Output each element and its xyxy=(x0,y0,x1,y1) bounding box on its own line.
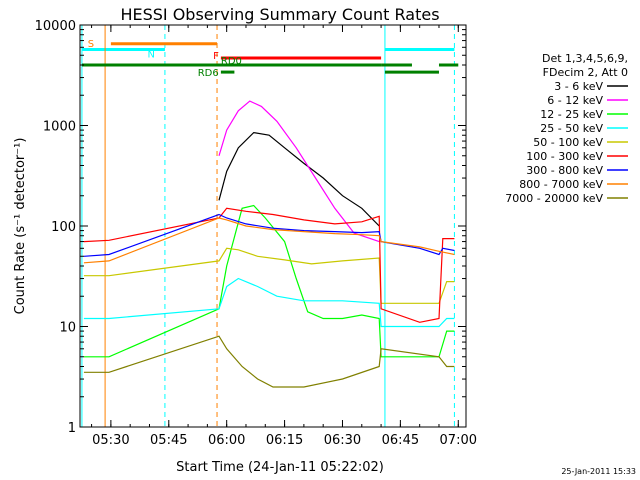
y-tick-label: 1 xyxy=(68,421,76,436)
annotation-label-n: N xyxy=(148,50,155,61)
series-line-1 xyxy=(218,100,380,243)
y-tick-label: 100 xyxy=(51,220,76,235)
x-axis: 05:30 05:45 06:00 06:15 06:30 06:45 07:00 xyxy=(91,25,477,448)
legend-label: 6 - 12 keV xyxy=(547,94,603,107)
annotation-label-f: F xyxy=(213,51,219,62)
legend: Det 1,3,4,5,6,9,FDecim 2, Att 03 - 6 keV… xyxy=(505,52,628,205)
x-tick-label: 07:00 xyxy=(440,433,477,448)
x-tick-label: 06:00 xyxy=(208,433,245,448)
chart-title: HESSI Observing Summary Count Rates xyxy=(120,5,439,24)
series-line-6 xyxy=(83,213,455,257)
series-line-4 xyxy=(83,247,455,304)
y-tick-label: 1000 xyxy=(43,120,76,135)
legend-label: 7000 - 20000 keV xyxy=(505,192,603,205)
annotation-label-s: S xyxy=(88,39,94,50)
y-tick-label: 10 xyxy=(59,321,76,336)
legend-label: 800 - 7000 keV xyxy=(519,178,603,191)
plot-frame xyxy=(79,24,467,428)
series-line-8 xyxy=(83,335,455,388)
annotation-label-rd0: RD0 xyxy=(221,56,242,67)
x-tick-label: 06:30 xyxy=(324,433,361,448)
x-tick-label: 05:45 xyxy=(150,433,187,448)
x-tick-label: 06:45 xyxy=(382,433,419,448)
series-line-5 xyxy=(83,207,455,323)
legend-label: 3 - 6 keV xyxy=(554,80,603,93)
y-axis: 1 10 100 1000 10000 xyxy=(35,19,466,436)
annotation-label-rd6: RD6 xyxy=(198,68,219,79)
legend-label: 300 - 800 keV xyxy=(526,164,603,177)
legend-header: Det 1,3,4,5,6,9, xyxy=(542,52,628,65)
legend-label: 50 - 100 keV xyxy=(533,136,603,149)
x-tick-label: 05:30 xyxy=(92,433,129,448)
legend-label: 100 - 300 keV xyxy=(526,150,603,163)
y-axis-label: Count Rate (s⁻¹ detector⁻¹) xyxy=(13,138,28,315)
legend-label: 25 - 50 keV xyxy=(540,122,603,135)
series-line-7 xyxy=(83,217,455,264)
series-line-2 xyxy=(83,204,455,358)
y-tick-label: 10000 xyxy=(35,19,76,34)
series-line-0 xyxy=(218,131,380,227)
x-axis-label: Start Time (24-Jan-11 05:22:02) xyxy=(176,460,384,475)
timestamp: 25-Jan-2011 15:33 xyxy=(561,467,636,476)
series-line-3 xyxy=(83,277,455,328)
legend-header: FDecim 2, Att 0 xyxy=(543,66,628,79)
legend-label: 12 - 25 keV xyxy=(540,108,603,121)
x-tick-label: 06:15 xyxy=(266,433,303,448)
